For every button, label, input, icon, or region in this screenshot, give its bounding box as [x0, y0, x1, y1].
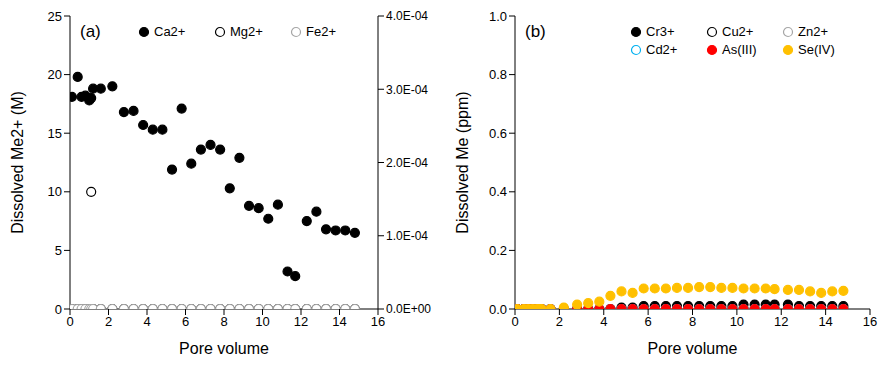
svg-text:16: 16	[863, 314, 877, 329]
html-text:Se(IV): Se(IV)	[798, 42, 835, 57]
html-text:(b): (b)	[525, 22, 546, 41]
svg-text:0.0E+00: 0.0E+00	[386, 302, 431, 316]
html-text:Cu2+: Cu2+	[722, 24, 754, 39]
svg-text:14: 14	[818, 314, 832, 329]
svg-text:25: 25	[48, 9, 62, 24]
svg-text:6: 6	[182, 314, 189, 329]
svg-text:0.4: 0.4	[489, 184, 507, 199]
svg-text:15: 15	[48, 126, 62, 141]
svg-text:0: 0	[511, 314, 518, 329]
html-text:Cr3+: Cr3+	[646, 24, 675, 39]
svg-text:Dissolved Me2+ (M): Dissolved Me2+ (M)	[9, 91, 26, 234]
svg-text:4: 4	[600, 314, 607, 329]
html-text:Ca2+: Ca2+	[154, 24, 186, 39]
svg-text:6: 6	[645, 314, 652, 329]
svg-text:1.0: 1.0	[489, 9, 507, 24]
html-text:Zn2+: Zn2+	[798, 24, 828, 39]
svg-text:Pore volume: Pore volume	[648, 340, 738, 357]
svg-text:4: 4	[143, 314, 150, 329]
svg-text:2.0E-04: 2.0E-04	[386, 156, 428, 170]
svg-text:10: 10	[255, 314, 269, 329]
svg-text:Dissolved Me (ppm): Dissolved Me (ppm)	[454, 91, 471, 233]
svg-text:3.0E-04: 3.0E-04	[386, 83, 428, 97]
svg-text:Pore volume: Pore volume	[179, 340, 269, 357]
svg-text:4.0E-04: 4.0E-04	[386, 9, 428, 23]
svg-text:10: 10	[730, 314, 744, 329]
svg-text:0: 0	[55, 302, 62, 317]
svg-text:8: 8	[689, 314, 696, 329]
html-text:Cd2+: Cd2+	[646, 42, 678, 57]
svg-text:1.0E-04: 1.0E-04	[386, 229, 428, 243]
svg-text:20: 20	[48, 67, 62, 82]
html-text:(a): (a)	[80, 22, 101, 41]
svg-text:14: 14	[332, 314, 346, 329]
svg-text:12: 12	[774, 314, 788, 329]
svg-text:12: 12	[294, 314, 308, 329]
svg-text:5: 5	[55, 243, 62, 258]
svg-text:2: 2	[556, 314, 563, 329]
svg-text:0.0: 0.0	[489, 302, 507, 317]
svg-text:8: 8	[220, 314, 227, 329]
svg-text:16: 16	[371, 314, 385, 329]
svg-text:0.2: 0.2	[489, 243, 507, 258]
svg-text:0: 0	[66, 314, 73, 329]
html-text:Fe2+: Fe2+	[306, 24, 336, 39]
html-text:As(III): As(III)	[722, 42, 757, 57]
svg-text:0.8: 0.8	[489, 67, 507, 82]
html-text:Mg2+: Mg2+	[230, 24, 263, 39]
svg-text:10: 10	[48, 184, 62, 199]
svg-text:0.6: 0.6	[489, 126, 507, 141]
svg-text:2: 2	[105, 314, 112, 329]
